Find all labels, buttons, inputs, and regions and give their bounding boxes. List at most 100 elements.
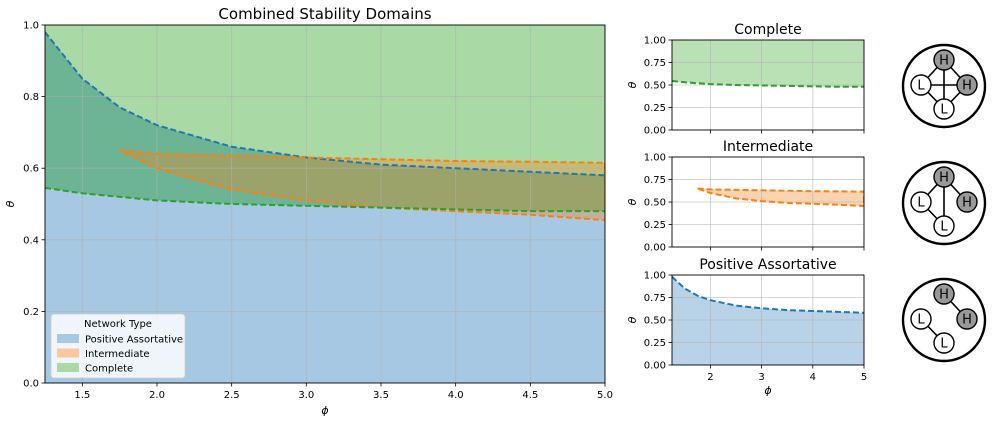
legend-swatch (57, 334, 79, 343)
x-tick-label: 4 (810, 372, 816, 383)
legend-box (50, 313, 186, 379)
network-node-high (956, 191, 978, 213)
network-node-high (956, 308, 978, 330)
x-tick-label: 2 (707, 372, 713, 383)
legend: Network Type Positive Assortative Intermed… (50, 313, 186, 379)
x-axis-label: ϕ (764, 384, 771, 397)
network-node-label: L (940, 337, 948, 352)
plot-area-combined (45, 25, 605, 383)
x-tick-label: 5.0 (597, 390, 613, 401)
y-tick-label: 0.4 (23, 235, 39, 246)
y-tick-label: 0.75 (644, 293, 666, 304)
line-complete (672, 79, 864, 88)
y-tick-label: 0.0 (23, 379, 39, 390)
y-tick-label: 0.50 (644, 81, 666, 92)
network-node-label: H (962, 196, 972, 211)
x-tick-label: 2.5 (224, 390, 240, 401)
network-node-label: L (917, 196, 925, 211)
y-tick-label: 0.50 (644, 198, 666, 209)
network-node-label: H (939, 288, 949, 303)
y-tick-label: 1.00 (644, 36, 666, 47)
y-tick-label: 0.00 (644, 126, 666, 137)
plot-area-positive (672, 275, 864, 365)
y-tick-label: 0.8 (23, 92, 39, 103)
x-tick-label: 3.0 (298, 390, 314, 401)
y-tick-label: 1.0 (23, 21, 39, 32)
y-tick-label: 0.50 (644, 316, 666, 327)
network-node-low (910, 74, 932, 96)
network-node-label: H (939, 171, 949, 186)
fill-positive-assortative (672, 276, 864, 365)
chart-title: Positive Assortative (699, 257, 836, 273)
y-axis-label: θ (626, 316, 639, 323)
y-tick-label: 1.00 (644, 271, 666, 282)
x-tick-label: 1.5 (74, 390, 90, 401)
network-node-label: L (940, 220, 948, 235)
network-node-high (933, 283, 955, 305)
chart-positive: 0.00 0.25 0.50 0.75 1.00 2 3 4 5 Positive Assorta… (626, 257, 867, 397)
x-tick-label: 3.5 (373, 390, 389, 401)
y-tick-label: 0.00 (644, 361, 666, 372)
fill-intermediate (119, 150, 605, 221)
y-tick-label: 0.75 (644, 58, 666, 69)
line-intermediate (119, 149, 605, 222)
axes-frame (44, 24, 606, 384)
y-tick-label: 0.25 (644, 220, 666, 231)
y-tick-label: 0.25 (644, 338, 666, 349)
network-node-low (933, 332, 955, 354)
legend-entry: Positive Assortative (85, 335, 183, 346)
line-positive-assortative (672, 276, 864, 314)
y-axis-label: θ (626, 81, 639, 88)
y-tick-label: 0.2 (23, 307, 39, 318)
network-node-label: L (940, 103, 948, 118)
chart-intermediate: 0.00 0.25 0.50 0.75 1.00 Intermediate θ (626, 139, 865, 254)
legend-entry: Intermediate (85, 349, 150, 360)
y-tick-label: 0.6 (23, 164, 39, 175)
y-axis-label: θ (626, 198, 639, 205)
network-node-high (933, 49, 955, 71)
y-tick-label: 0.25 (644, 103, 666, 114)
plot-area-complete (672, 40, 864, 130)
x-tick-label: 2.0 (149, 390, 165, 401)
chart-title: Complete (734, 22, 801, 38)
network-node-low (910, 308, 932, 330)
x-tick-label: 5 (861, 372, 867, 383)
x-tick-label: 3 (758, 372, 764, 383)
x-axis-label: ϕ (321, 404, 328, 417)
chart-complete: 0.00 0.25 0.50 0.75 1.00 Complete θ (626, 22, 865, 137)
x-tick-label: 4.0 (448, 390, 464, 401)
chart-title: Intermediate (723, 139, 813, 155)
legend-swatch (57, 363, 79, 372)
y-tick-label: 0.75 (644, 175, 666, 186)
fill-complete (45, 25, 605, 176)
y-tick-label: 1.00 (644, 153, 666, 164)
legend-swatch (57, 348, 79, 358)
network-node-label: L (917, 79, 925, 94)
chart-title: Combined Stability Domains (218, 5, 431, 23)
legend-entry: Complete (85, 364, 133, 375)
y-tick-label: 0.00 (644, 243, 666, 254)
legend-title: Network Type (84, 319, 152, 330)
plot-area-intermediate (672, 157, 864, 247)
network-node-label: H (962, 313, 972, 328)
network-node-low (910, 191, 932, 213)
chart-combined: 0.0 0.2 0.4 0.6 0.8 1.0 1.5 2.0 2.5 3.0 3.5 4.0 4.5 5… (4, 5, 613, 417)
network-node-label: H (939, 54, 949, 69)
network-node-high (933, 166, 955, 188)
line-complete (45, 186, 605, 213)
fill-complete (672, 40, 864, 87)
network-node-low (933, 98, 955, 120)
fill-positive-assortative (45, 32, 605, 383)
fill-overlap-complete-positive (45, 32, 605, 212)
x-tick-label: 4.5 (522, 390, 538, 401)
y-axis-label: θ (4, 200, 17, 207)
network-node-low (933, 215, 955, 237)
line-positive-assortative (45, 31, 605, 177)
network-node-high (956, 74, 978, 96)
network-outline (901, 277, 987, 363)
network-node-label: H (962, 79, 972, 94)
